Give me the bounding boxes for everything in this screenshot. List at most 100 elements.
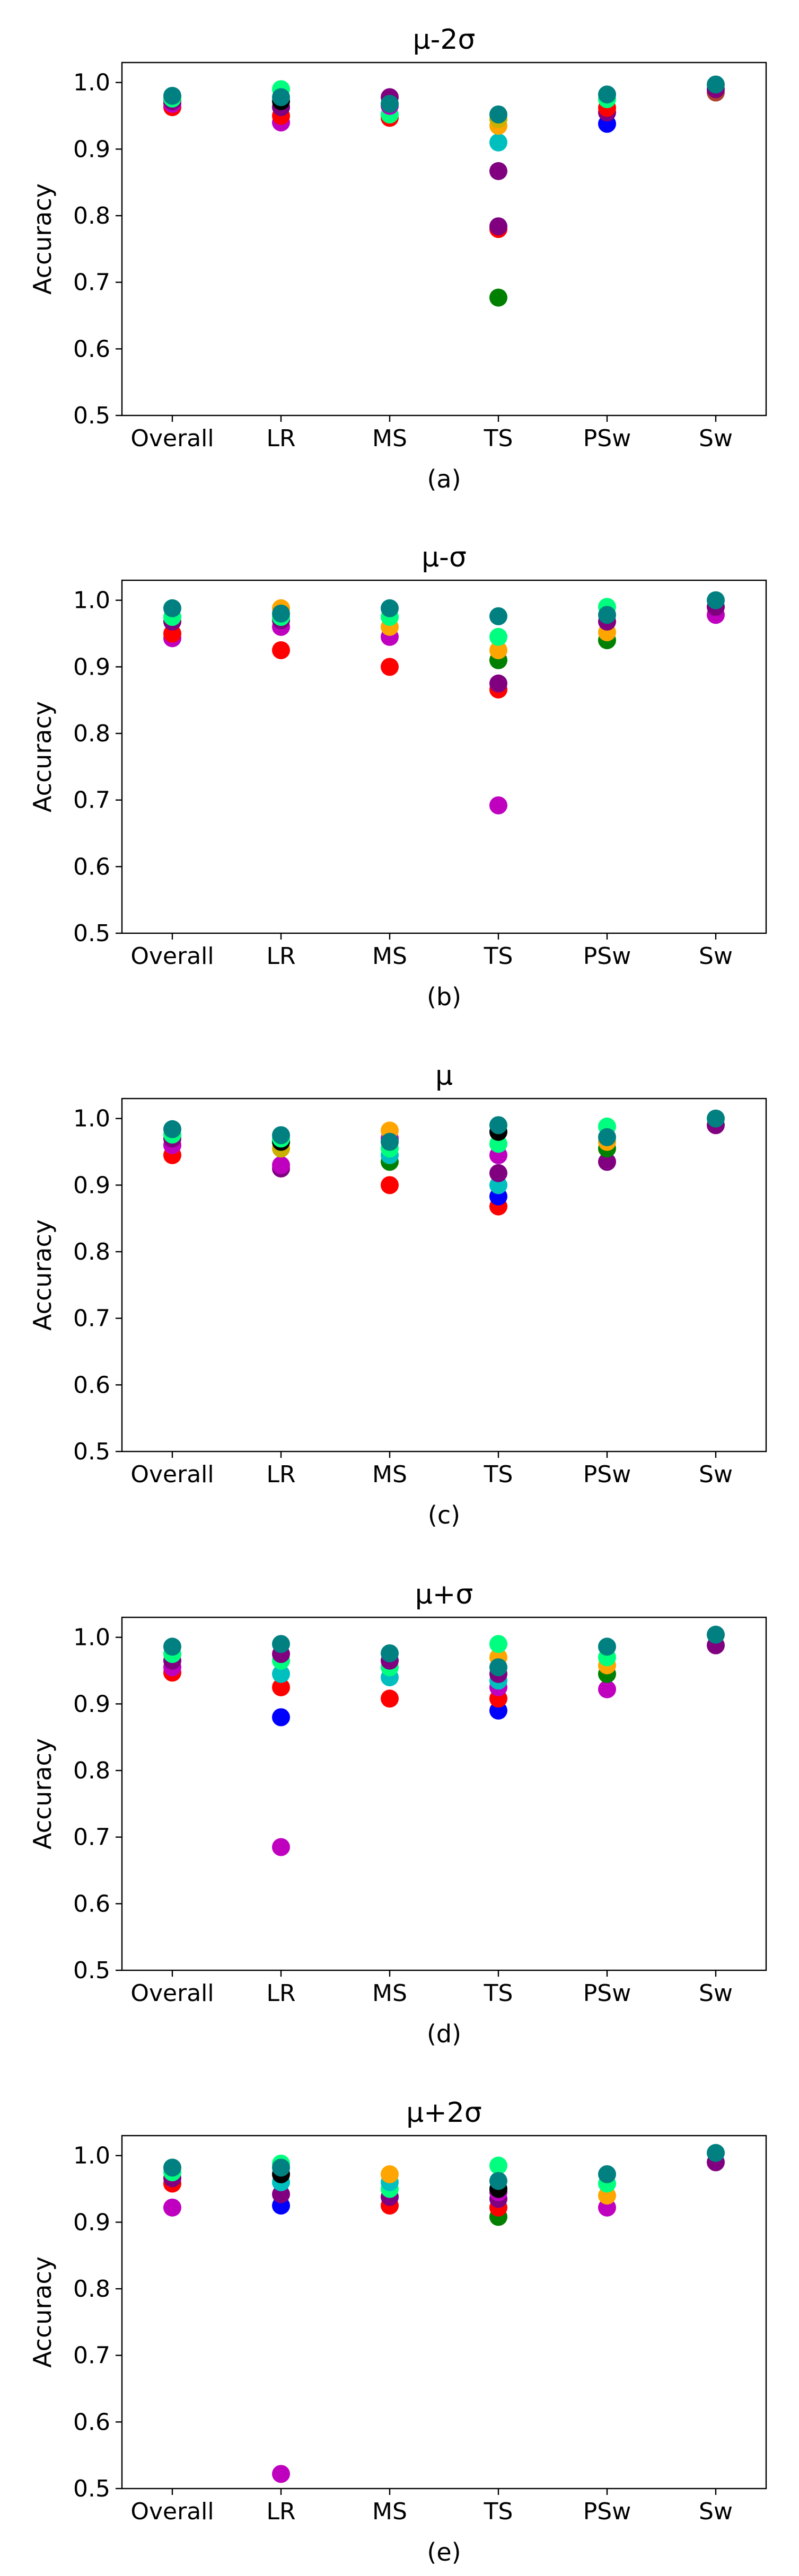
x-tick-label: PSw — [583, 425, 631, 452]
x-tick-label: LR — [266, 943, 295, 970]
y-tick-label: 1.0 — [73, 69, 110, 96]
x-tick-label: MS — [372, 1461, 407, 1488]
y-tick-label: 0.6 — [73, 853, 110, 880]
y-tick-label: 0.6 — [73, 2409, 110, 2436]
data-point — [489, 607, 507, 625]
x-tick-label: Overall — [130, 943, 214, 970]
x-tick-label: TS — [484, 425, 513, 452]
data-point — [272, 1156, 290, 1174]
plot-frame — [121, 1616, 767, 1971]
x-tick-label: Overall — [130, 1980, 214, 2007]
y-tick-label: 1.0 — [73, 2143, 110, 2170]
x-tick-label: Overall — [130, 2498, 214, 2525]
x-tick-label: LR — [266, 2498, 295, 2525]
data-point — [489, 133, 507, 152]
y-tick-label: 0.7 — [73, 1305, 110, 1332]
data-point — [272, 1708, 290, 1727]
chart-title: μ-σ — [422, 542, 467, 573]
x-tick-label: MS — [372, 425, 407, 452]
y-axis-label: Accuracy — [28, 701, 57, 812]
data-point — [707, 1625, 725, 1644]
chart-title: μ+σ — [415, 1579, 473, 1610]
y-tick-label: 0.7 — [73, 1824, 110, 1851]
data-point — [489, 162, 507, 180]
data-point — [272, 1678, 290, 1696]
data-point — [598, 1128, 616, 1146]
plot-frame — [121, 2135, 767, 2490]
data-point — [707, 1109, 725, 1128]
y-axis-label: Accuracy — [28, 1738, 57, 1849]
y-tick-label: 0.8 — [73, 202, 110, 229]
y-tick-label: 0.5 — [73, 2475, 110, 2502]
x-tick-label: Overall — [130, 1461, 214, 1488]
y-tick-label: 1.0 — [73, 1105, 110, 1132]
data-point — [272, 1665, 290, 1683]
x-tick-label: LR — [266, 1461, 295, 1488]
data-point — [381, 599, 399, 617]
chart-panel-1: μ-2σ Accuracy 0.5 0.6 0.7 0.8 0.9 1.0 Overall LR M… — [28, 24, 767, 493]
data-point — [489, 796, 507, 815]
x-tick-label: LR — [266, 1980, 295, 2007]
x-tick-label: PSw — [583, 1980, 631, 2007]
x-tick-label: PSw — [583, 943, 631, 970]
data-point — [598, 606, 616, 624]
chart-panel-2: μ-σ Accuracy 0.5 0.6 0.7 0.8 0.9 1.0 Overall LR MS… — [28, 542, 767, 1011]
y-axis-label: Accuracy — [28, 1219, 57, 1331]
data-point — [163, 1637, 181, 1656]
data-point — [598, 1153, 616, 1171]
x-tick-label: Overall — [130, 425, 214, 452]
x-tick-label: TS — [484, 2498, 513, 2525]
x-tick-label: PSw — [583, 2498, 631, 2525]
data-point — [489, 1635, 507, 1653]
y-tick-label: 0.5 — [73, 402, 110, 429]
x-tick-label: TS — [484, 1461, 513, 1488]
panel-caption: (a) — [427, 465, 461, 493]
y-tick-label: 0.5 — [73, 1438, 110, 1465]
data-point — [381, 1176, 399, 1194]
y-tick-label: 0.6 — [73, 1371, 110, 1398]
x-tick-label: MS — [372, 943, 407, 970]
y-tick-label: 0.9 — [73, 1172, 110, 1199]
data-point — [707, 2144, 725, 2162]
chart-title: μ-2σ — [413, 24, 476, 56]
data-point — [163, 86, 181, 105]
y-tick-label: 0.7 — [73, 269, 110, 296]
y-tick-label: 0.6 — [73, 335, 110, 362]
plot-frame — [121, 579, 767, 934]
data-point — [489, 674, 507, 693]
data-point — [381, 1644, 399, 1662]
y-tick-label: 1.0 — [73, 1624, 110, 1651]
y-tick-label: 0.7 — [73, 787, 110, 814]
y-tick-label: 0.7 — [73, 2342, 110, 2369]
y-tick-label: 0.9 — [73, 2209, 110, 2236]
data-point — [489, 2156, 507, 2175]
data-point — [381, 658, 399, 676]
x-tick-label: Sw — [699, 1980, 733, 2007]
x-tick-label: TS — [484, 943, 513, 970]
y-tick-label: 0.8 — [73, 2276, 110, 2303]
data-point — [707, 75, 725, 94]
plot-frame — [121, 61, 767, 417]
data-point — [163, 2198, 181, 2217]
y-tick-label: 0.9 — [73, 653, 110, 680]
data-point — [381, 94, 399, 113]
data-point — [598, 1680, 616, 1698]
x-tick-label: Sw — [699, 425, 733, 452]
y-tick-label: 0.8 — [73, 1238, 110, 1265]
data-point — [598, 85, 616, 104]
x-tick-label: LR — [266, 425, 295, 452]
data-point — [272, 1126, 290, 1145]
y-tick-label: 0.8 — [73, 1757, 110, 1784]
x-tick-label: PSw — [583, 1461, 631, 1488]
x-tick-label: MS — [372, 1980, 407, 2007]
y-tick-label: 0.6 — [73, 1890, 110, 1917]
chart-title: μ — [435, 1060, 453, 1092]
y-tick-label: 0.8 — [73, 720, 110, 747]
data-point — [163, 2158, 181, 2177]
chart-title: μ+2σ — [406, 2097, 482, 2129]
x-tick-label: MS — [372, 2498, 407, 2525]
y-axis-label: Accuracy — [28, 2256, 57, 2368]
x-tick-label: TS — [484, 1980, 513, 2007]
